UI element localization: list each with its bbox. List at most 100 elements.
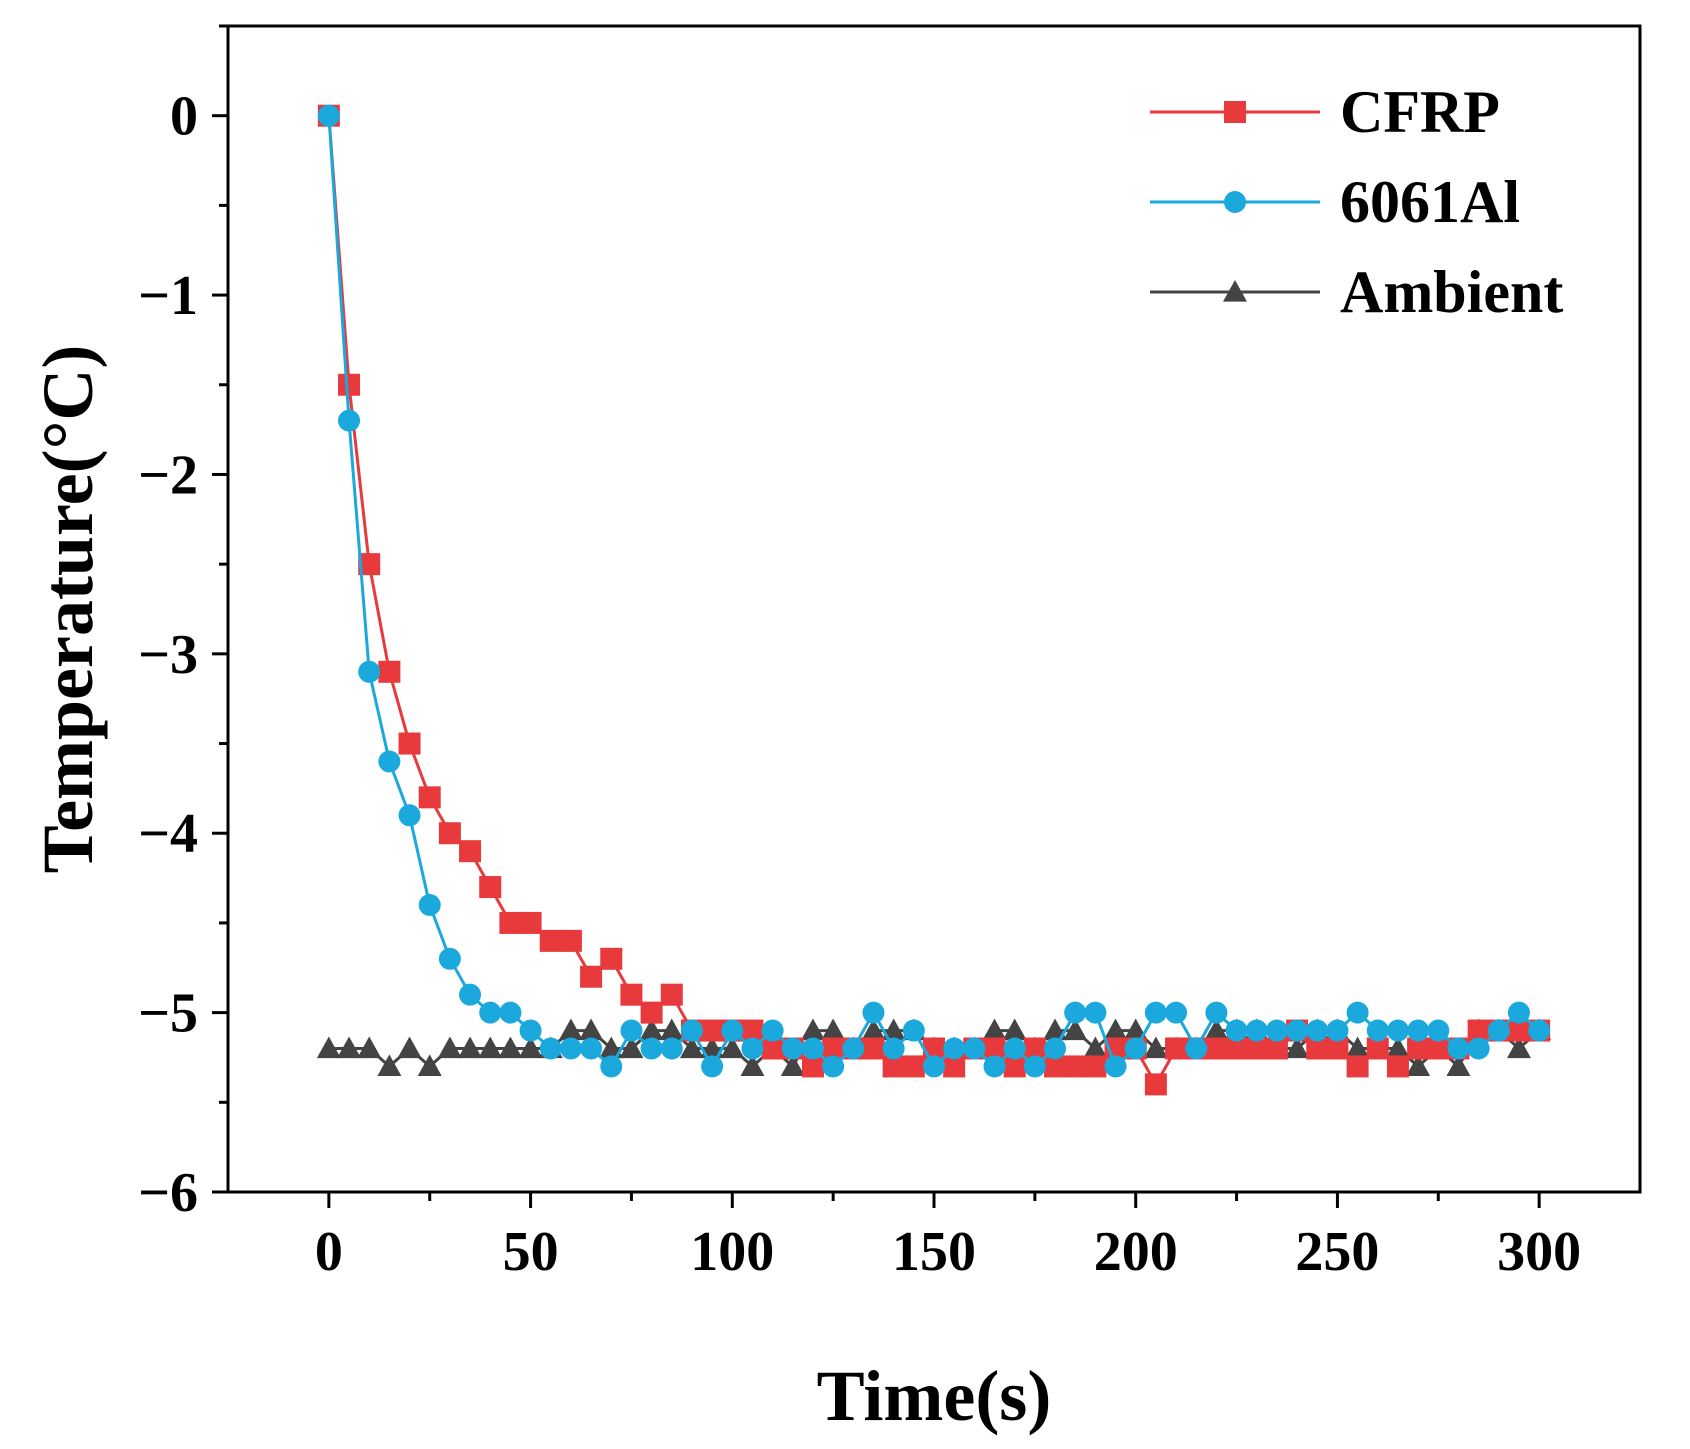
data-point-6061al xyxy=(398,804,421,827)
data-point-ambient xyxy=(982,1018,1007,1041)
data-point-6061al xyxy=(1427,1019,1450,1042)
data-point-cfrp xyxy=(660,983,683,1006)
data-point-6061al xyxy=(1185,1037,1208,1060)
data-point-ambient xyxy=(1285,1036,1310,1059)
data-point-cfrp xyxy=(1044,1055,1067,1078)
legend: CFRP 6061Al Ambient xyxy=(1150,79,1563,325)
data-point-cfrp xyxy=(862,1037,885,1060)
y-tick-label: −4 xyxy=(138,803,198,865)
x-tick-label: 200 xyxy=(1094,1221,1178,1283)
data-point-6061al xyxy=(761,1019,784,1042)
data-point-6061al xyxy=(479,1001,502,1024)
data-point-cfrp xyxy=(418,786,441,809)
data-point-ambient xyxy=(478,1036,503,1059)
data-point-6061al xyxy=(781,1037,804,1060)
data-point-cfrp xyxy=(801,1055,824,1078)
data-point-6061al xyxy=(580,1037,603,1060)
data-point-ambient xyxy=(458,1036,483,1059)
data-point-6061al xyxy=(1487,1019,1510,1042)
data-point-ambient xyxy=(1204,1018,1229,1041)
data-point-ambient xyxy=(1406,1054,1431,1077)
data-point-cfrp xyxy=(1306,1037,1329,1060)
data-point-cfrp xyxy=(580,965,603,988)
series-6061al xyxy=(317,104,1551,1078)
y-axis-title: Temperature(°C) xyxy=(28,345,108,874)
y-tick-label: −1 xyxy=(138,265,198,327)
data-point-6061al xyxy=(1003,1037,1026,1060)
data-point-ambient xyxy=(659,1018,684,1041)
data-point-ambient xyxy=(1083,1036,1108,1059)
data-point-ambient xyxy=(377,1054,402,1077)
data-point-ambient xyxy=(316,1036,341,1059)
data-point-6061al xyxy=(1084,1001,1107,1024)
data-point-ambient xyxy=(1506,1036,1531,1059)
data-point-cfrp xyxy=(1003,1055,1026,1078)
x-tick-label: 100 xyxy=(690,1221,774,1283)
data-point-ambient xyxy=(619,1036,644,1059)
data-point-ambient xyxy=(518,1036,543,1059)
data-point-cfrp xyxy=(620,983,643,1006)
data-point-6061al xyxy=(1165,1001,1188,1024)
series-layer xyxy=(316,104,1552,1096)
data-point-6061al xyxy=(640,1037,663,1060)
data-point-ambient xyxy=(1002,1018,1027,1041)
data-point-cfrp xyxy=(358,553,381,576)
data-point-cfrp xyxy=(600,947,623,970)
data-point-6061al xyxy=(1306,1019,1329,1042)
data-point-cfrp xyxy=(1467,1019,1490,1042)
data-point-ambient xyxy=(417,1054,442,1077)
data-point-cfrp xyxy=(882,1055,905,1078)
y-tick-label: −3 xyxy=(138,624,198,686)
data-point-ambient xyxy=(1103,1018,1128,1041)
data-point-cfrp xyxy=(1265,1037,1288,1060)
data-point-cfrp xyxy=(761,1037,784,1060)
data-point-cfrp xyxy=(1407,1037,1430,1060)
y-tick-label: −5 xyxy=(138,983,198,1045)
data-point-6061al xyxy=(1346,1001,1369,1024)
x-tick-label: 0 xyxy=(315,1221,343,1283)
data-point-6061al xyxy=(963,1037,986,1060)
data-point-cfrp xyxy=(943,1055,966,1078)
data-point-6061al xyxy=(1386,1019,1409,1042)
data-point-6061al xyxy=(1467,1037,1490,1060)
y-tick-label: −2 xyxy=(138,444,198,506)
data-point-cfrp xyxy=(1225,1037,1248,1060)
data-point-ambient xyxy=(437,1036,462,1059)
data-point-6061al xyxy=(1245,1019,1268,1042)
data-point-cfrp xyxy=(902,1055,925,1078)
data-point-ambient xyxy=(337,1036,362,1059)
data-point-6061al xyxy=(620,1019,643,1042)
data-point-6061al xyxy=(1447,1037,1470,1060)
data-point-6061al xyxy=(721,1019,744,1042)
data-point-6061al xyxy=(1044,1037,1067,1060)
legend-marker-ambient xyxy=(1223,280,1247,302)
data-point-6061al xyxy=(358,660,381,683)
data-point-6061al xyxy=(459,983,482,1006)
data-point-ambient xyxy=(780,1054,805,1077)
x-axis: 0 50 100 150 200 250 300 xyxy=(315,1192,1581,1283)
data-point-cfrp xyxy=(983,1037,1006,1060)
legend-label-ambient: Ambient xyxy=(1340,259,1563,325)
data-point-ambient xyxy=(1345,1036,1370,1059)
data-point-6061al xyxy=(701,1055,724,1078)
data-point-6061al xyxy=(1528,1019,1551,1042)
data-point-6061al xyxy=(660,1037,683,1060)
data-point-cfrp xyxy=(499,911,522,934)
data-point-cfrp xyxy=(378,660,401,683)
data-point-6061al xyxy=(539,1037,562,1060)
data-point-cfrp xyxy=(1205,1037,1228,1060)
data-point-cfrp xyxy=(539,929,562,952)
data-point-ambient xyxy=(357,1036,382,1059)
data-point-cfrp xyxy=(1326,1037,1349,1060)
data-point-ambient xyxy=(599,1036,624,1059)
data-point-cfrp xyxy=(398,732,421,755)
data-point-6061al xyxy=(882,1037,905,1060)
legend-marker-6061al xyxy=(1224,191,1246,213)
data-point-ambient xyxy=(498,1036,523,1059)
data-point-6061al xyxy=(983,1055,1006,1078)
x-tick-label: 300 xyxy=(1497,1221,1581,1283)
data-point-ambient xyxy=(720,1036,745,1059)
data-point-ambient xyxy=(397,1036,422,1059)
data-point-6061al xyxy=(1205,1001,1228,1024)
data-point-ambient xyxy=(800,1018,825,1041)
